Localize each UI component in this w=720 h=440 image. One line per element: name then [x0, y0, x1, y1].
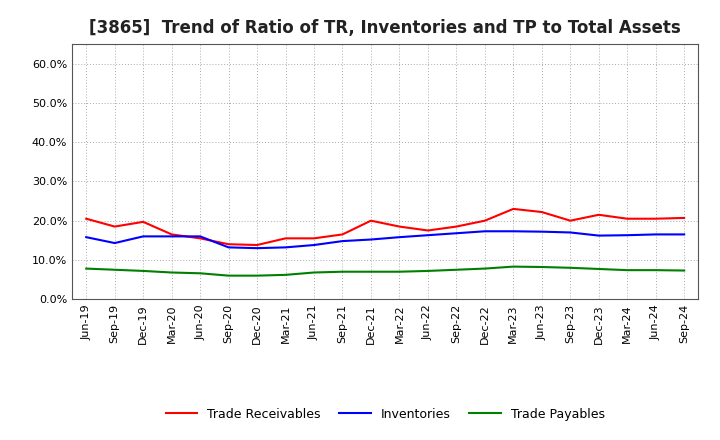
Trade Payables	[395, 269, 404, 275]
Inventories	[82, 235, 91, 240]
Inventories	[253, 246, 261, 251]
Inventories	[110, 240, 119, 246]
Inventories	[595, 233, 603, 238]
Inventories	[452, 231, 461, 236]
Line: Trade Payables: Trade Payables	[86, 267, 684, 275]
Inventories	[338, 238, 347, 244]
Legend: Trade Receivables, Inventories, Trade Payables: Trade Receivables, Inventories, Trade Pa…	[161, 403, 610, 425]
Trade Payables	[196, 271, 204, 276]
Trade Payables	[225, 273, 233, 278]
Trade Payables	[680, 268, 688, 273]
Trade Payables	[509, 264, 518, 269]
Trade Payables	[452, 267, 461, 272]
Trade Receivables	[537, 209, 546, 215]
Trade Receivables	[139, 219, 148, 224]
Trade Payables	[366, 269, 375, 275]
Trade Receivables	[595, 212, 603, 217]
Trade Payables	[623, 268, 631, 273]
Trade Payables	[480, 266, 489, 271]
Trade Receivables	[566, 218, 575, 224]
Trade Receivables	[167, 232, 176, 237]
Trade Receivables	[338, 232, 347, 237]
Trade Payables	[82, 266, 91, 271]
Trade Payables	[338, 269, 347, 275]
Trade Payables	[537, 264, 546, 270]
Inventories	[225, 245, 233, 250]
Line: Trade Receivables: Trade Receivables	[86, 209, 684, 245]
Inventories	[196, 234, 204, 239]
Trade Receivables	[366, 218, 375, 224]
Inventories	[423, 233, 432, 238]
Inventories	[310, 242, 318, 248]
Trade Payables	[282, 272, 290, 278]
Trade Receivables	[282, 236, 290, 241]
Trade Receivables	[680, 215, 688, 220]
Trade Payables	[310, 270, 318, 275]
Trade Receivables	[310, 236, 318, 241]
Trade Receivables	[110, 224, 119, 229]
Trade Receivables	[652, 216, 660, 221]
Inventories	[509, 229, 518, 234]
Inventories	[652, 232, 660, 237]
Trade Payables	[167, 270, 176, 275]
Trade Payables	[423, 268, 432, 274]
Trade Receivables	[82, 216, 91, 221]
Inventories	[623, 233, 631, 238]
Inventories	[282, 245, 290, 250]
Trade Receivables	[452, 224, 461, 229]
Inventories	[395, 235, 404, 240]
Trade Payables	[139, 268, 148, 274]
Inventories	[139, 234, 148, 239]
Title: [3865]  Trend of Ratio of TR, Inventories and TP to Total Assets: [3865] Trend of Ratio of TR, Inventories…	[89, 19, 681, 37]
Trade Receivables	[196, 236, 204, 241]
Inventories	[680, 232, 688, 237]
Inventories	[167, 234, 176, 239]
Inventories	[566, 230, 575, 235]
Trade Receivables	[253, 242, 261, 248]
Trade Receivables	[423, 228, 432, 233]
Trade Receivables	[395, 224, 404, 229]
Inventories	[366, 237, 375, 242]
Trade Receivables	[509, 206, 518, 212]
Trade Payables	[595, 266, 603, 271]
Inventories	[480, 229, 489, 234]
Line: Inventories: Inventories	[86, 231, 684, 248]
Trade Payables	[652, 268, 660, 273]
Trade Receivables	[225, 242, 233, 247]
Trade Payables	[566, 265, 575, 271]
Trade Payables	[110, 267, 119, 272]
Trade Payables	[253, 273, 261, 278]
Inventories	[537, 229, 546, 235]
Trade Receivables	[480, 218, 489, 224]
Trade Receivables	[623, 216, 631, 221]
